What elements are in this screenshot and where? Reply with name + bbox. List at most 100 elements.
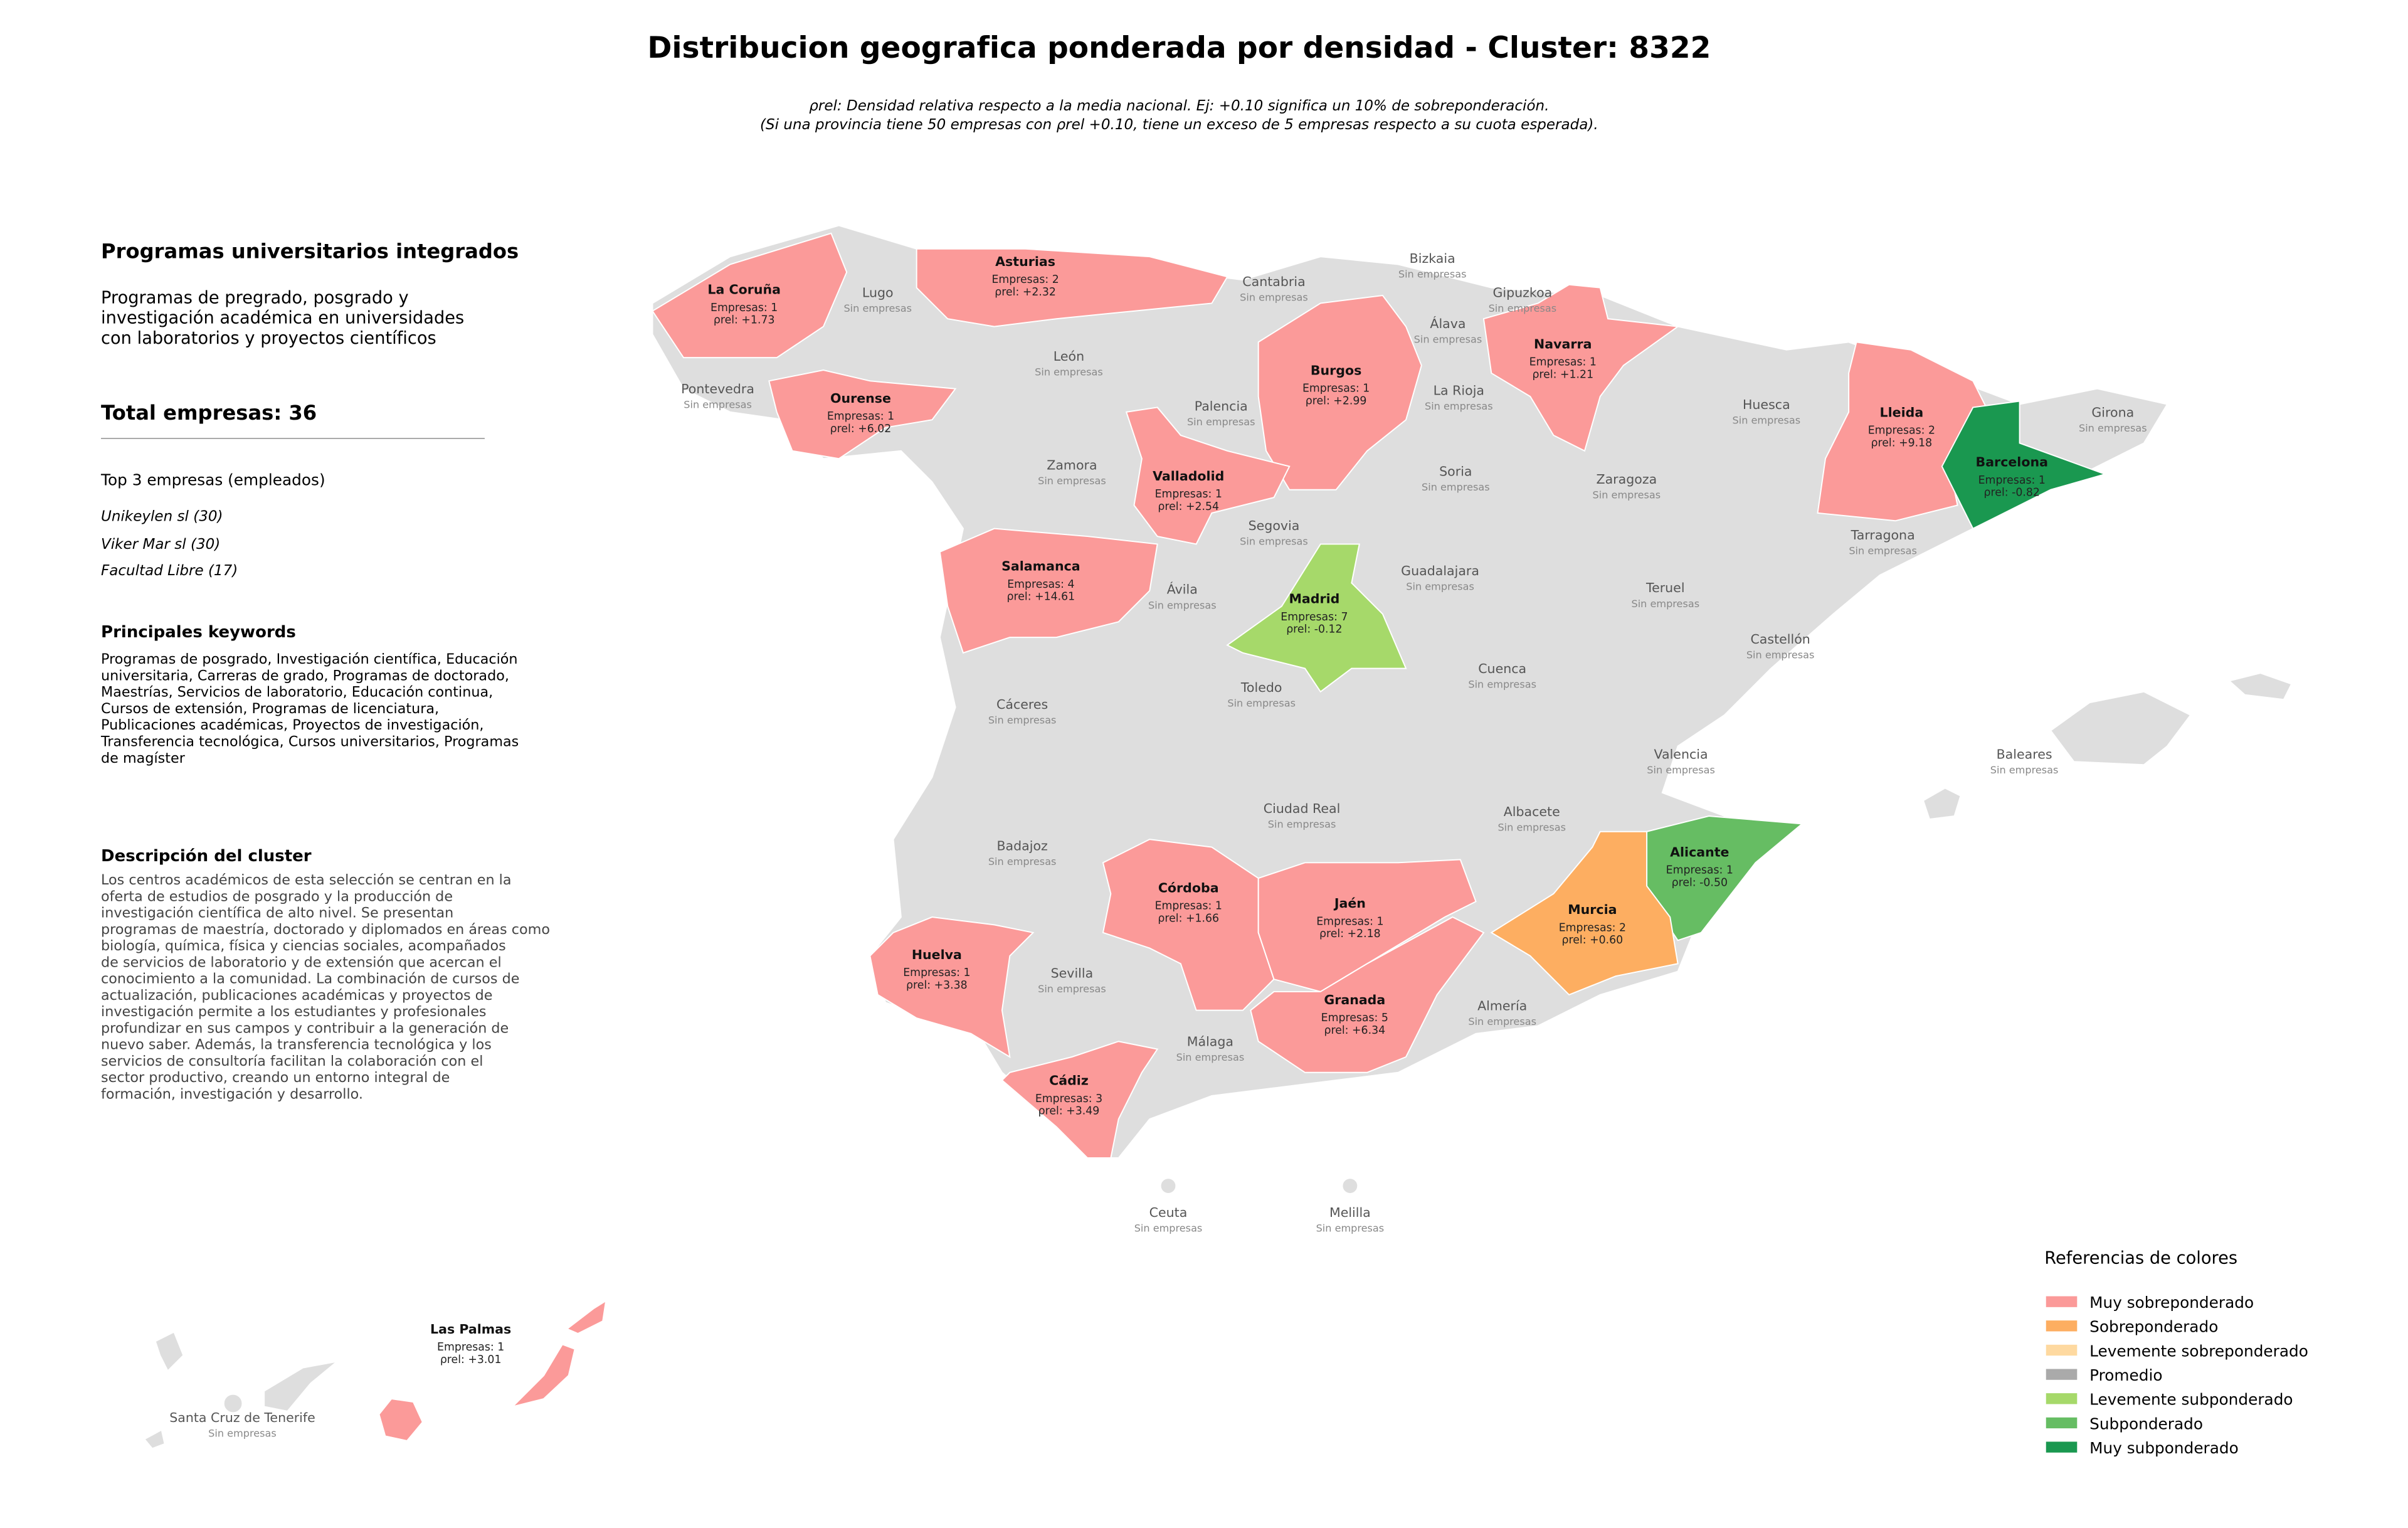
- description-line: investigación permite a los estudiantes …: [101, 1004, 487, 1020]
- province-name: Sevilla: [1051, 966, 1094, 981]
- province-name: Almería: [1477, 999, 1527, 1014]
- description-line: servicios de consultoría facilitan la co…: [101, 1053, 483, 1069]
- province-name: Huelva: [912, 947, 962, 962]
- province-name: Tarragona: [1851, 528, 1915, 543]
- province-rho: ρrel: +3.49: [1038, 1105, 1100, 1118]
- province-note: Sin empresas: [1038, 983, 1106, 995]
- province-name: Ávila: [1167, 581, 1198, 597]
- province-shape: [566, 1299, 607, 1335]
- province-name: Gipuzkoa: [1492, 285, 1552, 300]
- keywords: Programas de posgrado, Investigación cie…: [100, 651, 519, 767]
- province-name: La Coruña: [707, 282, 781, 297]
- province-note: Sin empresas: [1631, 598, 1699, 610]
- province-note: Sin empresas: [1134, 1223, 1203, 1234]
- province-count: Empresas: 1: [437, 1341, 504, 1354]
- province-name: Málaga: [1187, 1034, 1233, 1049]
- legend-label: Levemente subponderado: [2089, 1391, 2293, 1409]
- province-note: Sin empresas: [1035, 366, 1103, 378]
- province-shape: [1257, 859, 1477, 993]
- province-shape: [1102, 839, 1275, 1011]
- province-note: Sin empresas: [1849, 545, 1917, 557]
- provinces: [378, 232, 2108, 1442]
- province-note: Sin empresas: [1240, 292, 1308, 304]
- province-note: Sin empresas: [1038, 475, 1106, 487]
- province-name: Zaragoza: [1597, 472, 1657, 487]
- keywords-heading: Principales keywords: [101, 623, 296, 642]
- province-name: Salamanca: [1001, 559, 1080, 574]
- province-name: Toledo: [1240, 680, 1282, 695]
- description-line: biología, química, física y ciencias soc…: [101, 938, 506, 954]
- province-name: Ceuta: [1149, 1205, 1188, 1220]
- province-shape: [1226, 543, 1407, 693]
- province-shape: [1490, 830, 1679, 996]
- province-name: Santa Cruz de Tenerife: [169, 1410, 315, 1425]
- province-name: Palencia: [1195, 398, 1248, 413]
- province-name: Asturias: [995, 254, 1055, 269]
- legend-swatch: [2046, 1441, 2078, 1453]
- province-name: Castellón: [1750, 632, 1810, 647]
- province-shape: [1250, 916, 1485, 1073]
- legend-swatch: [2046, 1344, 2078, 1356]
- province-count: Empresas: 1: [1529, 356, 1597, 369]
- province-shape: [1941, 400, 2108, 530]
- province-rho: ρrel: +2.32: [995, 286, 1056, 299]
- legend-swatch: [2046, 1417, 2078, 1429]
- subtitle: ρrel: Densidad relativa respecto a la me…: [809, 98, 1549, 114]
- cluster-description: Los centros académicos de esta selección…: [101, 872, 550, 1102]
- legend-title: Referencias de colores: [2044, 1248, 2237, 1268]
- province-rho: ρrel: +1.73: [714, 314, 775, 327]
- panel-description: investigación académica en universidades: [101, 309, 464, 328]
- top-company: Facultad Libre (17): [101, 563, 238, 579]
- province-rho: ρrel: +1.66: [1158, 912, 1219, 925]
- province-count: Empresas: 7: [1281, 611, 1348, 623]
- province-name: Ourense: [830, 391, 891, 406]
- province-shape: [1257, 295, 1422, 491]
- province-name: Jaén: [1333, 896, 1366, 911]
- province-note: Sin empresas: [1733, 414, 1801, 426]
- province-name: Álava: [1430, 316, 1465, 331]
- province-rho: ρrel: -0.82: [1984, 487, 2040, 499]
- province-note: Sin empresas: [1398, 268, 1467, 280]
- province-count: Empresas: 1: [1316, 915, 1383, 928]
- description-line: sector productivo, creando un entorno in…: [101, 1069, 450, 1086]
- province-note: Sin empresas: [988, 714, 1057, 726]
- province-name: Segovia: [1249, 518, 1300, 533]
- province-name: Cádiz: [1049, 1073, 1089, 1088]
- province-note: Sin empresas: [1468, 679, 1536, 691]
- province-name: Navarra: [1534, 336, 1592, 351]
- province-count: Empresas: 1: [710, 302, 778, 314]
- legend-label: Muy subponderado: [2089, 1439, 2239, 1457]
- top-company: Viker Mar sl (30): [101, 536, 220, 553]
- province-count: Empresas: 3: [1035, 1093, 1102, 1105]
- province-note: Sin empresas: [1316, 1223, 1385, 1234]
- province-count: Empresas: 1: [1155, 900, 1222, 913]
- legend-swatch: [2046, 1320, 2078, 1332]
- province-name: Bizkaia: [1410, 251, 1455, 266]
- province-note: Sin empresas: [1148, 599, 1217, 611]
- province-name: Ciudad Real: [1264, 801, 1341, 816]
- panel-description: Programas de pregrado, posgrado y: [101, 288, 409, 307]
- province-name: Guadalajara: [1401, 563, 1479, 578]
- description-line: Los centros académicos de esta selección…: [101, 872, 512, 888]
- keyword-line: Cursos de extensión, Programas de licenc…: [101, 701, 439, 717]
- tenerife: [263, 1360, 340, 1412]
- province-rho: ρrel: +2.18: [1319, 928, 1381, 940]
- description-line: de servicios de laboratorio y de extensi…: [101, 954, 502, 970]
- province-name: Cuenca: [1478, 661, 1526, 676]
- keyword-line: Publicaciones académicas, Proyectos de i…: [101, 717, 483, 733]
- province-count: Empresas: 2: [1868, 425, 1935, 437]
- province-note: Sin empresas: [1990, 764, 2059, 776]
- mainland: [652, 225, 2168, 1159]
- description-line: nuevo saber. Además, la transferencia te…: [101, 1037, 492, 1053]
- base-map: [143, 225, 2293, 1450]
- legend: Referencias de colores Muy sobreponderad…: [2044, 1248, 2308, 1456]
- province-rho: ρrel: +6.34: [1324, 1024, 1385, 1037]
- province-name: Madrid: [1289, 592, 1339, 607]
- province-count: Empresas: 1: [903, 967, 970, 979]
- province-shape: [652, 232, 848, 359]
- province-name: Pontevedra: [681, 381, 754, 396]
- province-count: Empresas: 5: [1321, 1012, 1388, 1024]
- province-shape: [869, 916, 1035, 1058]
- total: Total empresas: 36: [101, 401, 317, 425]
- province-name: Murcia: [1568, 902, 1617, 917]
